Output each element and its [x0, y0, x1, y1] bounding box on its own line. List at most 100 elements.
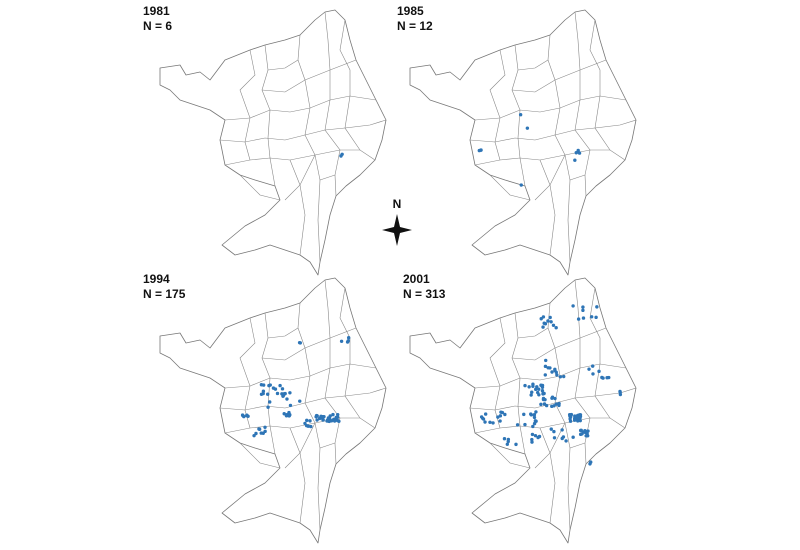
location-dot	[346, 336, 351, 340]
location-dot	[530, 437, 534, 442]
panel-count: N = 175	[143, 287, 186, 301]
location-dot	[553, 396, 557, 401]
location-dot	[618, 389, 622, 394]
location-dot	[562, 374, 566, 379]
location-dot	[502, 437, 507, 441]
location-dot	[328, 417, 332, 422]
compass-label: N	[393, 197, 402, 211]
compass: N	[382, 197, 412, 246]
location-dot	[287, 410, 291, 415]
location-dot	[543, 322, 548, 326]
location-dot	[340, 152, 344, 157]
location-dot	[514, 442, 518, 447]
location-dot	[530, 432, 535, 437]
location-dot	[589, 315, 594, 319]
location-dot	[532, 413, 537, 417]
panel-count: N = 12	[397, 19, 433, 33]
location-dot	[594, 315, 598, 320]
location-dot	[282, 411, 286, 416]
location-dot	[532, 415, 537, 420]
location-dot	[560, 428, 564, 432]
location-dot	[523, 422, 527, 427]
location-dot	[288, 403, 293, 408]
location-dot	[548, 315, 552, 320]
location-dot	[321, 415, 325, 419]
location-dot	[573, 158, 577, 162]
location-dot	[543, 397, 547, 402]
location-dot	[506, 437, 511, 442]
panel-count: N = 313	[403, 287, 446, 301]
panel-count: N = 6	[143, 19, 172, 33]
location-dot	[607, 375, 611, 380]
location-dot	[532, 421, 537, 426]
city-map	[159, 277, 387, 544]
location-dot	[575, 415, 580, 419]
location-dot	[498, 419, 502, 423]
location-dot	[268, 383, 272, 387]
location-dot	[531, 424, 535, 429]
location-dot	[303, 421, 307, 426]
location-dot	[591, 372, 595, 376]
location-dot	[531, 382, 535, 386]
location-dot	[542, 402, 547, 406]
location-dot	[522, 412, 526, 417]
location-dot	[259, 383, 264, 387]
city-map	[409, 9, 637, 276]
map-panel	[159, 277, 387, 544]
location-dot	[581, 316, 586, 320]
location-dot	[557, 401, 561, 406]
location-dot	[527, 385, 531, 389]
location-dot	[335, 415, 340, 419]
location-dot	[579, 428, 583, 433]
location-dot	[281, 394, 285, 398]
location-dot	[285, 397, 289, 401]
location-dot	[581, 305, 585, 309]
location-dot	[491, 421, 495, 425]
location-dot	[257, 427, 261, 431]
location-dot	[483, 420, 487, 424]
location-dot	[314, 413, 319, 418]
location-dot	[536, 435, 540, 440]
location-dot	[552, 429, 556, 434]
location-dot	[525, 126, 530, 130]
location-dot	[280, 387, 285, 391]
location-dot	[298, 399, 302, 403]
location-dot	[530, 440, 534, 444]
location-dot	[529, 413, 534, 417]
city-map	[159, 9, 387, 276]
location-dot	[534, 410, 538, 414]
location-dot	[529, 393, 533, 397]
map-panel	[409, 9, 637, 276]
location-dot	[315, 418, 319, 422]
location-dot	[305, 418, 309, 423]
map-panel	[159, 9, 387, 276]
location-dot	[571, 304, 575, 308]
location-dot	[544, 358, 548, 363]
location-dot	[505, 442, 510, 446]
location-dot	[271, 386, 276, 390]
location-dot	[488, 420, 492, 424]
location-dot	[543, 364, 548, 369]
location-dot	[278, 383, 282, 388]
panel-year: 1981	[143, 4, 170, 18]
location-dot	[541, 315, 546, 319]
location-dot	[252, 433, 256, 438]
location-dot	[306, 424, 310, 428]
location-dot	[309, 424, 313, 429]
location-dot	[552, 404, 556, 408]
location-dot	[261, 389, 266, 393]
location-dot	[578, 414, 583, 419]
location-dot	[550, 370, 554, 374]
location-dot	[540, 383, 545, 388]
location-dot	[287, 414, 291, 418]
location-dot	[551, 323, 556, 327]
panel-year: 2001	[403, 272, 430, 286]
panel-year: 1985	[397, 4, 424, 18]
location-dot	[564, 439, 568, 443]
location-dot	[499, 410, 503, 414]
location-dot	[546, 366, 550, 370]
location-dot	[580, 432, 584, 436]
location-dot	[308, 419, 312, 423]
location-dot	[530, 390, 534, 394]
